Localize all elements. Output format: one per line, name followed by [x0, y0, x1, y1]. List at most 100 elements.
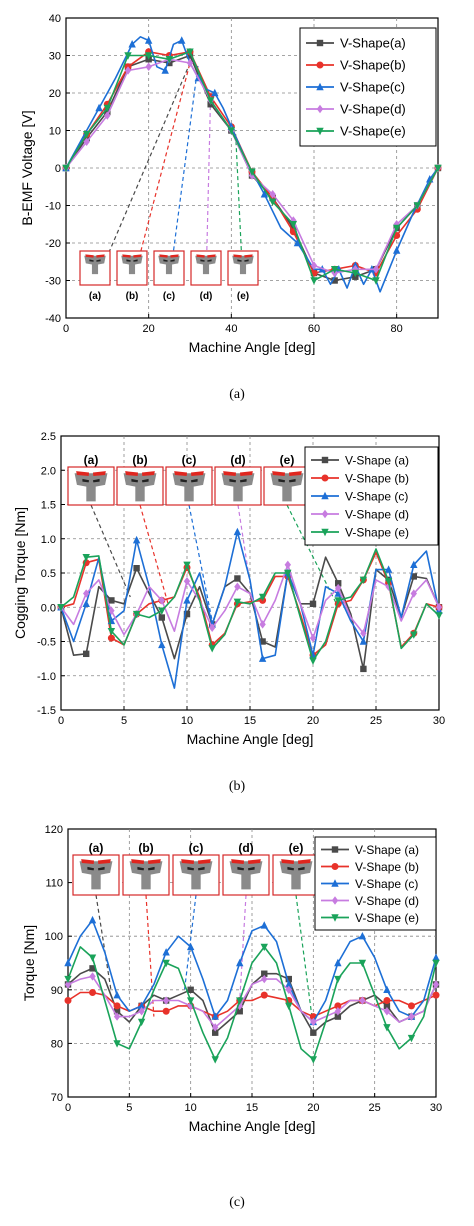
magnet-right: [97, 859, 111, 865]
legend-entry: V-Shape (d): [345, 508, 409, 522]
data-point: [57, 604, 65, 612]
legend-entry: V-Shape (a): [355, 843, 419, 857]
legend-marker: [331, 914, 339, 922]
inset-leader-line: [168, 62, 199, 286]
data-point: [435, 603, 443, 612]
rotor-icon: [84, 254, 106, 275]
data-point: [284, 569, 292, 578]
y-tick-label: 80: [51, 1038, 63, 1050]
data-point: [289, 221, 298, 229]
rotor-icon: [172, 471, 206, 502]
flux-barrier-right: [96, 259, 101, 262]
data-point: [104, 111, 111, 120]
data-point: [162, 996, 170, 1005]
magnet-left: [223, 471, 237, 477]
flux-barrier-left: [180, 478, 188, 483]
magnet-right: [170, 254, 179, 258]
magnet-right: [197, 859, 211, 865]
legend-entry: V-Shape(c): [340, 80, 405, 95]
rotor-icon: [232, 254, 254, 275]
x-tick-label: 30: [433, 715, 445, 727]
data-point: [351, 261, 360, 269]
data-point: [212, 1023, 219, 1032]
magnet-left: [231, 859, 245, 865]
data-point: [285, 980, 293, 988]
inset-label: (d): [230, 453, 245, 467]
data-point: [64, 958, 72, 967]
legend-marker: [316, 82, 324, 91]
data-point: [432, 980, 440, 989]
inset-label: (b): [132, 453, 147, 467]
inset-leader-line: [131, 62, 191, 286]
data-point: [407, 1002, 415, 1010]
data-point: [89, 988, 97, 996]
legend-entry: V-Shape (d): [355, 894, 419, 908]
data-point: [334, 958, 342, 967]
inset-label: (a): [89, 841, 104, 855]
data-point: [260, 991, 268, 999]
data-point: [334, 1007, 342, 1016]
y-tick-label: -30: [45, 276, 61, 288]
inset-leader-line: [139, 504, 169, 604]
data-point: [233, 527, 242, 536]
data-point: [83, 650, 90, 658]
rotor-icon: [79, 859, 113, 890]
flux-barrier-right: [147, 866, 155, 871]
data-point: [113, 1002, 121, 1010]
x-tick-label: 30: [430, 1102, 442, 1114]
data-point: [133, 565, 140, 572]
y-tick-label: -10: [45, 201, 61, 213]
data-point: [161, 66, 169, 74]
y-tick-label: 0: [55, 163, 61, 175]
data-point: [186, 942, 195, 951]
y-tick-label: 100: [45, 931, 63, 943]
x-axis-label: Machine Angle [deg]: [187, 731, 314, 747]
x-tick-label: 5: [121, 715, 127, 727]
data-point: [258, 593, 267, 602]
data-point: [358, 959, 367, 968]
data-point: [162, 959, 170, 968]
data-point: [89, 965, 96, 972]
legend-entry: V-Shape (e): [355, 911, 419, 925]
data-point: [309, 657, 317, 665]
y-tick-label: 0.0: [41, 602, 56, 614]
legend-marker: [316, 61, 324, 69]
legend-marker: [321, 491, 329, 500]
data-point: [137, 1001, 146, 1010]
magnet-left: [272, 471, 286, 477]
data-point: [212, 1029, 219, 1036]
data-point: [372, 265, 380, 274]
flux-barrier-right: [133, 259, 138, 262]
legend-marker: [316, 127, 324, 136]
magnet-left: [125, 471, 139, 477]
magnet-right: [288, 471, 302, 477]
magnet-right: [147, 859, 161, 865]
legend-entry: V-Shape (b): [345, 472, 409, 486]
magnet-left: [81, 859, 95, 865]
data-point: [211, 1012, 219, 1020]
legend-marker: [321, 474, 329, 482]
y-tick-label: 0.5: [41, 568, 56, 580]
magnet-left: [174, 471, 188, 477]
legend-marker: [316, 39, 324, 47]
inset-leader-line: [95, 894, 112, 990]
data-point: [113, 1040, 121, 1048]
magnet-right: [92, 471, 106, 477]
magnet-left: [196, 254, 205, 258]
y-tick-label: -20: [45, 238, 61, 250]
flux-barrier-left: [131, 478, 139, 483]
data-point: [310, 277, 318, 285]
rotor-icon: [158, 254, 180, 275]
flux-barrier-right: [207, 259, 212, 262]
flux-barrier-right: [247, 866, 255, 871]
y-tick-label: 20: [49, 88, 61, 100]
data-point: [89, 972, 96, 981]
inset-leader-line: [90, 504, 131, 598]
magnet-left: [159, 254, 168, 258]
data-point: [211, 1056, 219, 1064]
flux-barrier-right: [297, 866, 305, 871]
data-point: [108, 597, 115, 604]
data-point: [293, 238, 302, 247]
data-point: [261, 970, 268, 977]
